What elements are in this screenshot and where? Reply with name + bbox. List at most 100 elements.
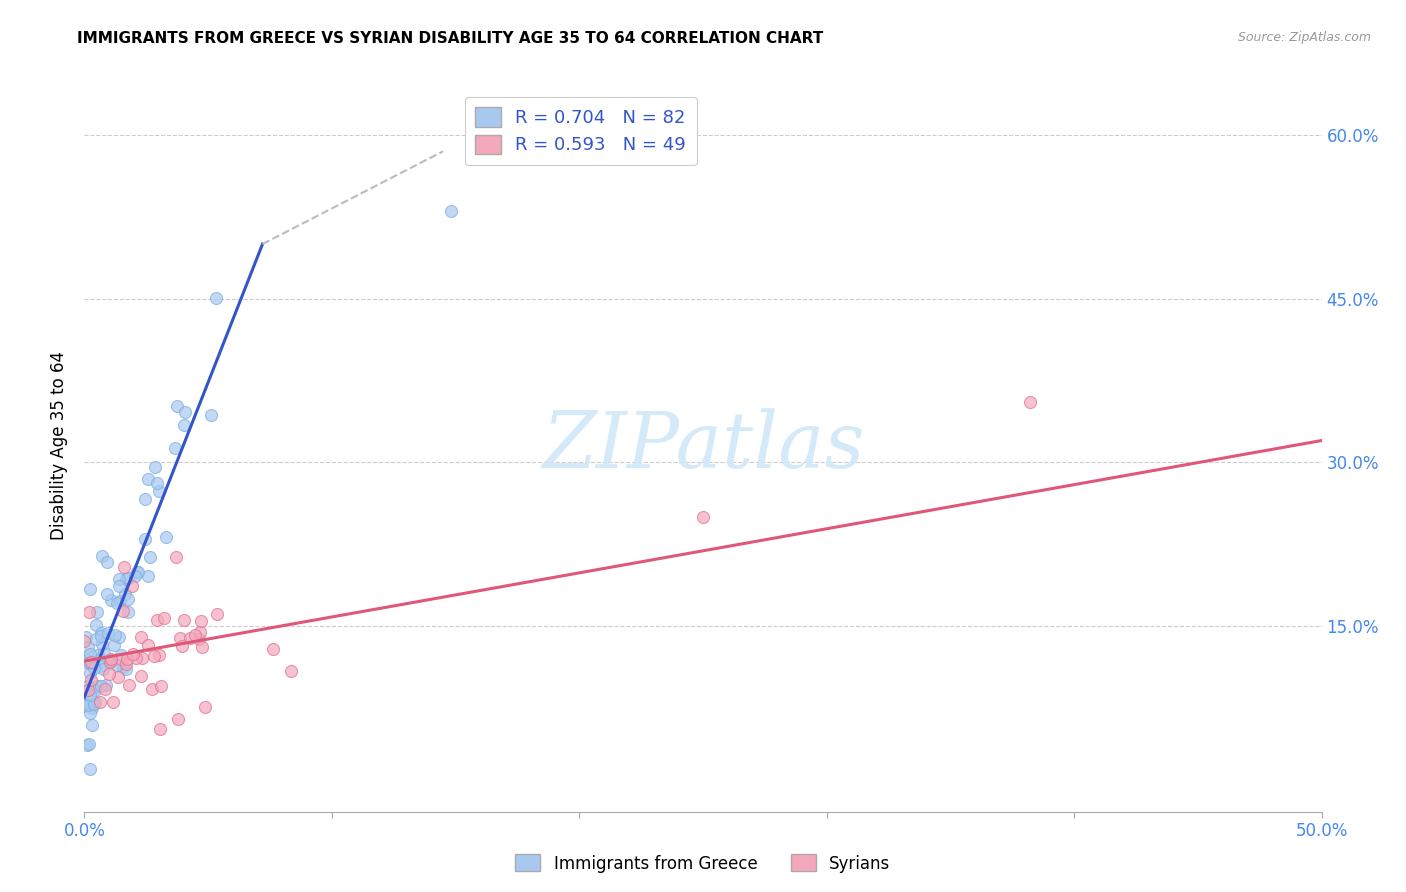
Text: IMMIGRANTS FROM GREECE VS SYRIAN DISABILITY AGE 35 TO 64 CORRELATION CHART: IMMIGRANTS FROM GREECE VS SYRIAN DISABIL… — [77, 31, 824, 46]
Point — [110, 648, 132, 662]
Point — [110, 652, 132, 666]
Point — [187, 632, 209, 646]
Point — [205, 607, 228, 621]
Point — [188, 625, 211, 640]
Point — [90, 629, 112, 643]
Point — [90, 679, 112, 693]
Point — [143, 648, 166, 663]
Point — [167, 712, 190, 726]
Point — [1018, 395, 1040, 409]
Point — [121, 647, 143, 661]
Point — [84, 617, 107, 632]
Legend: R = 0.704   N = 82, R = 0.593   N = 49: R = 0.704 N = 82, R = 0.593 N = 49 — [464, 96, 697, 165]
Point — [138, 550, 160, 565]
Point — [103, 638, 125, 652]
Point — [148, 483, 170, 498]
Point — [136, 638, 159, 652]
Point — [110, 594, 132, 608]
Point — [153, 611, 176, 625]
Point — [94, 678, 117, 692]
Point — [108, 572, 131, 586]
Point — [200, 408, 222, 422]
Point — [173, 613, 195, 627]
Point — [129, 669, 152, 683]
Point — [96, 555, 118, 569]
Point — [111, 604, 134, 618]
Point — [117, 605, 139, 619]
Point — [129, 631, 152, 645]
Point — [83, 682, 105, 697]
Point — [77, 656, 100, 670]
Point — [138, 472, 160, 486]
Point — [134, 532, 156, 546]
Point — [118, 677, 141, 691]
Point — [76, 683, 98, 698]
Point — [131, 651, 153, 665]
Point — [439, 204, 461, 219]
Point — [115, 652, 138, 666]
Point — [117, 592, 139, 607]
Point — [194, 700, 217, 714]
Point — [79, 582, 101, 596]
Point — [79, 688, 101, 702]
Point — [262, 642, 284, 657]
Point — [114, 657, 136, 671]
Point — [149, 723, 172, 737]
Point — [125, 651, 148, 665]
Point — [73, 699, 96, 714]
Point — [134, 491, 156, 506]
Point — [107, 579, 129, 593]
Point — [80, 656, 103, 670]
Point — [89, 651, 111, 665]
Point — [90, 626, 112, 640]
Point — [107, 669, 129, 683]
Point — [75, 630, 97, 644]
Point — [91, 662, 114, 676]
Point — [77, 698, 100, 712]
Point — [77, 640, 100, 654]
Point — [76, 653, 98, 667]
Point — [127, 565, 149, 579]
Point — [98, 655, 121, 669]
Point — [184, 628, 207, 642]
Text: ZIPatlas: ZIPatlas — [541, 408, 865, 484]
Point — [86, 605, 108, 619]
Point — [79, 647, 101, 661]
Point — [73, 633, 96, 648]
Text: Source: ZipAtlas.com: Source: ZipAtlas.com — [1237, 31, 1371, 45]
Point — [173, 418, 195, 433]
Point — [94, 682, 117, 697]
Point — [82, 681, 104, 695]
Point — [112, 559, 135, 574]
Point — [115, 662, 138, 676]
Point — [79, 762, 101, 776]
Point — [79, 605, 101, 619]
Point — [100, 593, 122, 607]
Point — [169, 632, 191, 646]
Y-axis label: Disability Age 35 to 64: Disability Age 35 to 64 — [51, 351, 69, 541]
Point — [79, 657, 101, 671]
Point — [79, 706, 101, 720]
Point — [172, 639, 194, 653]
Point — [77, 683, 100, 698]
Point — [80, 701, 103, 715]
Point — [96, 587, 118, 601]
Point — [90, 549, 112, 563]
Point — [166, 399, 188, 413]
Point — [692, 510, 714, 524]
Point — [89, 695, 111, 709]
Point — [165, 441, 187, 455]
Point — [105, 658, 128, 673]
Point — [136, 568, 159, 582]
Point — [155, 530, 177, 544]
Point — [205, 291, 228, 305]
Point — [83, 661, 105, 675]
Legend: Immigrants from Greece, Syrians: Immigrants from Greece, Syrians — [509, 847, 897, 880]
Point — [100, 654, 122, 668]
Point — [121, 579, 143, 593]
Point — [114, 587, 136, 601]
Point — [87, 648, 110, 662]
Point — [117, 571, 139, 585]
Point — [107, 631, 129, 645]
Point — [75, 698, 97, 712]
